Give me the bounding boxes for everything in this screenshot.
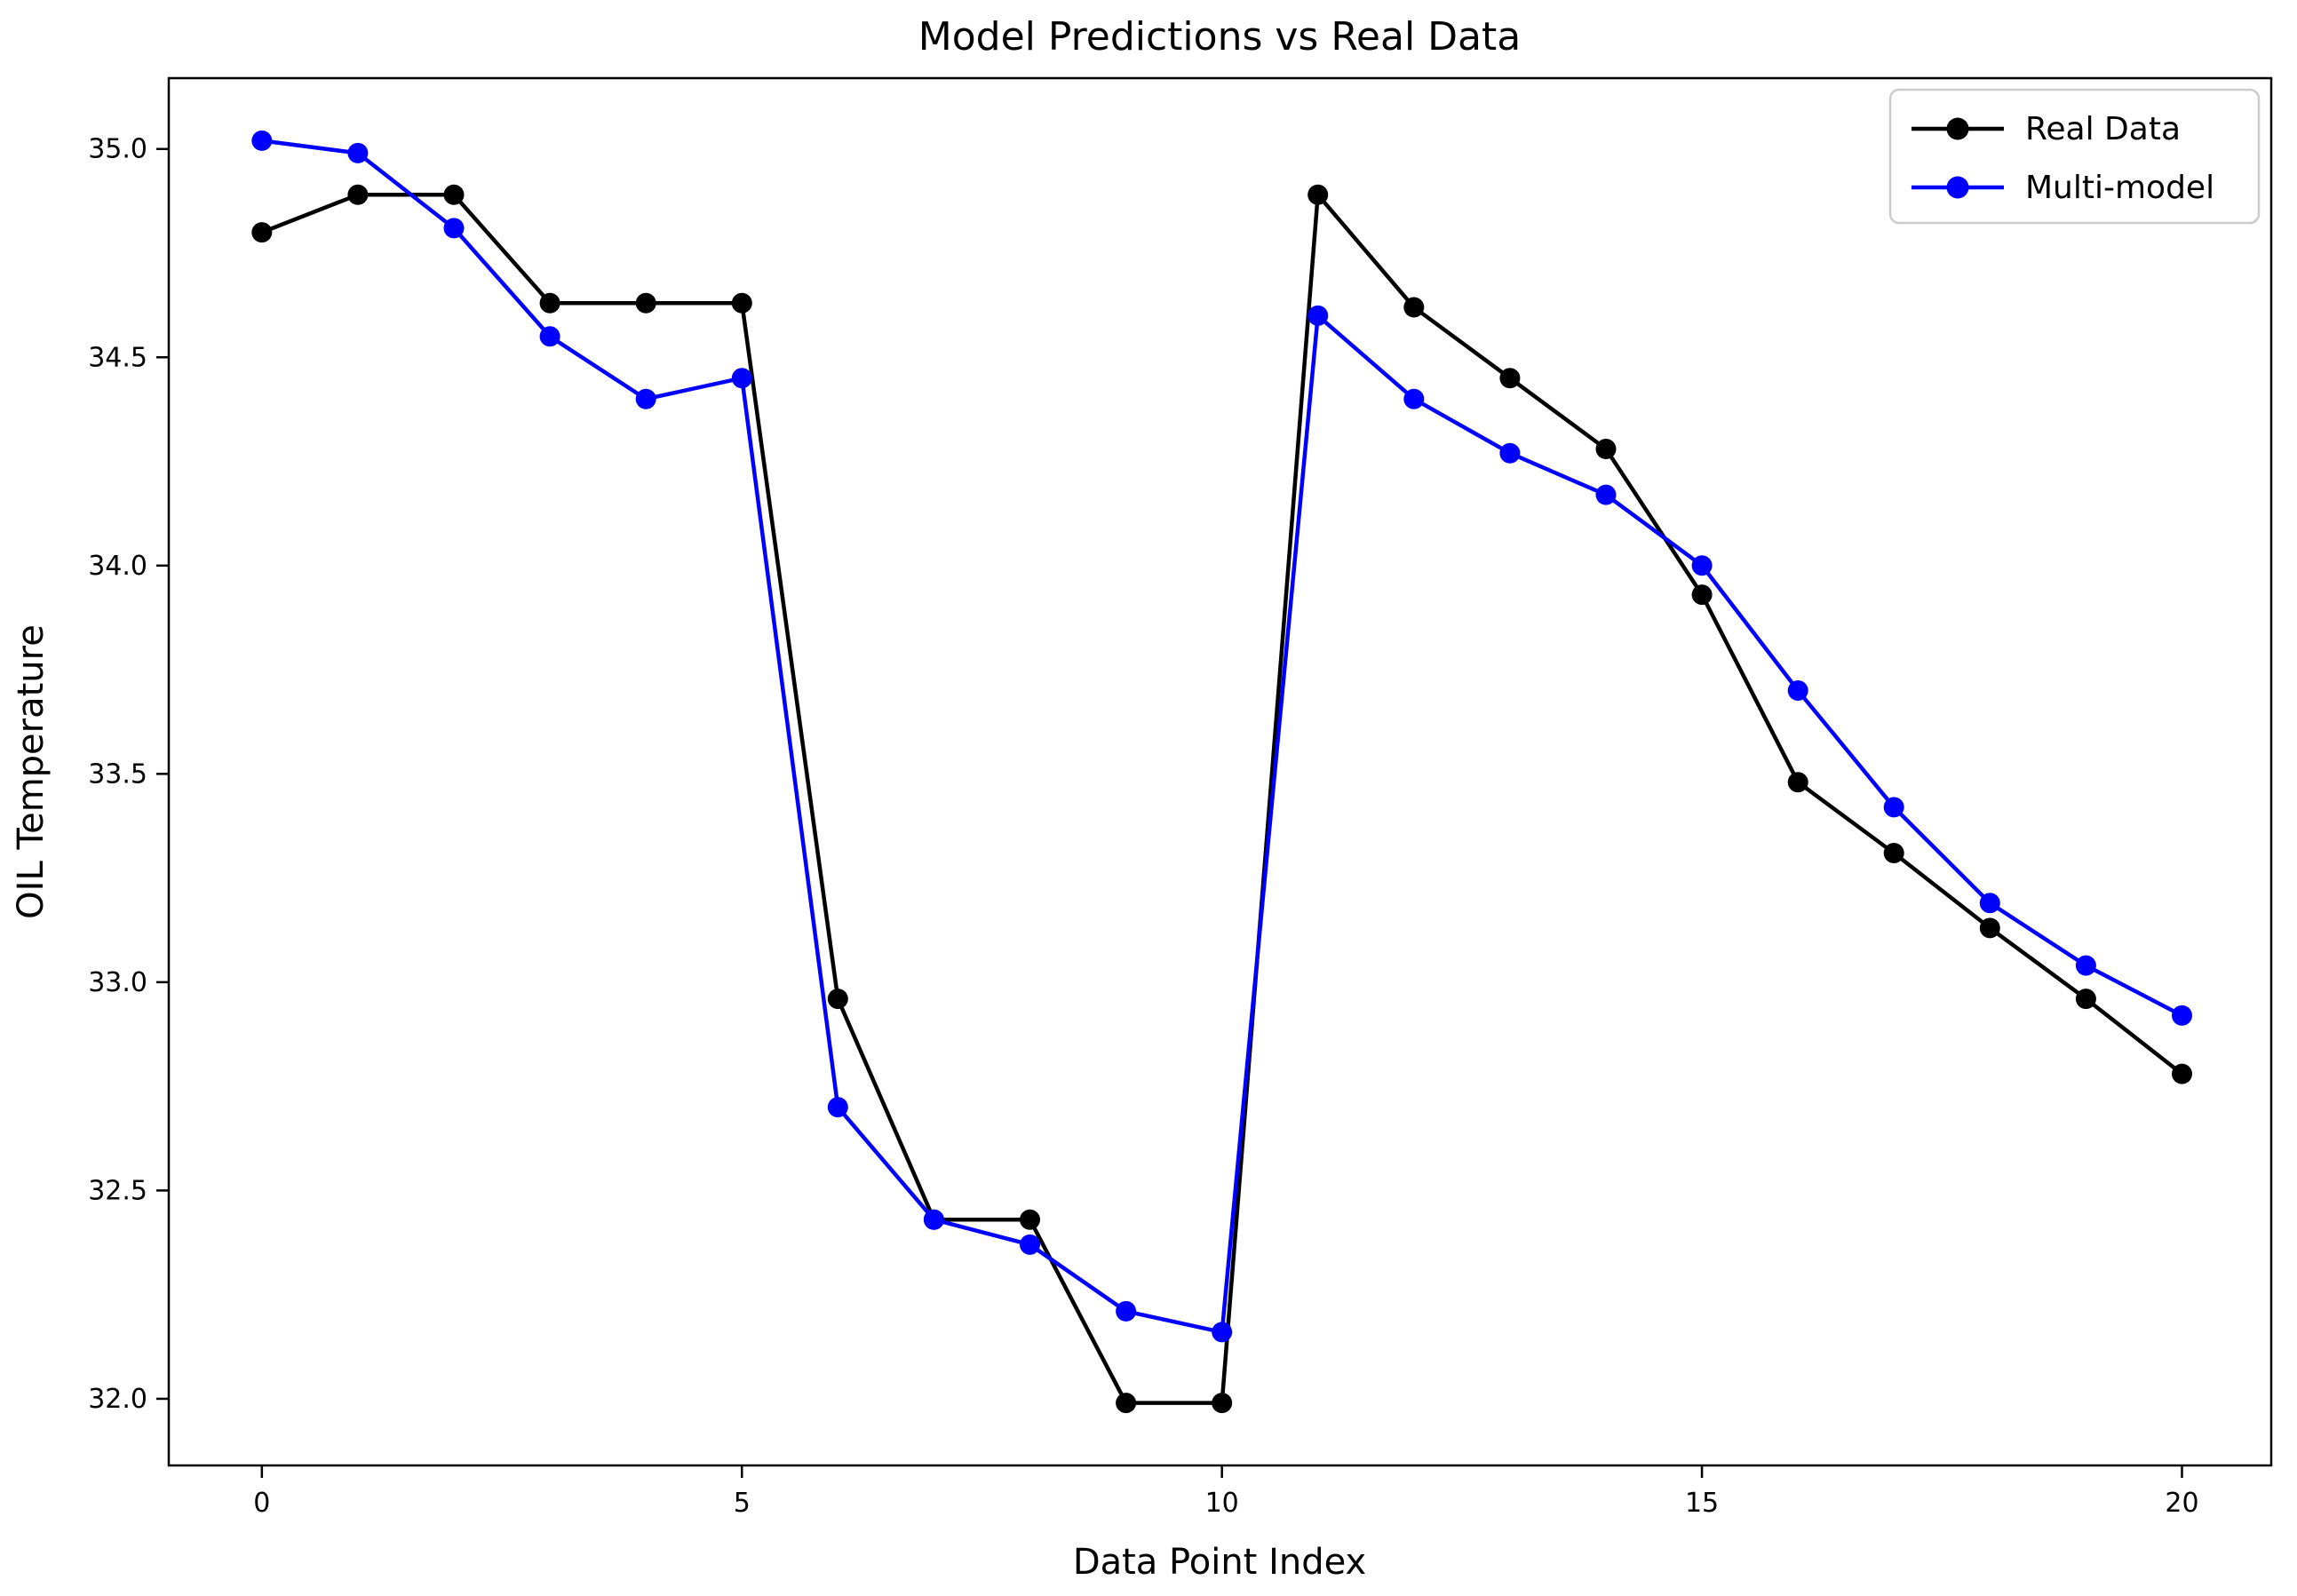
series-point-real-data-6 [827, 989, 848, 1010]
y-tick-label: 34.0 [88, 551, 147, 582]
series-point-multi-model-9 [1116, 1300, 1137, 1322]
x-tick-label: 15 [1685, 1488, 1719, 1519]
series-point-real-data-14 [1595, 439, 1617, 459]
legend-marker-multi-model [1946, 176, 1969, 199]
series-point-multi-model-16 [1787, 680, 1808, 701]
series-point-multi-model-3 [539, 326, 560, 347]
chart-title: Model Predictions vs Real Data [918, 14, 1521, 60]
series-point-real-data-4 [635, 292, 656, 314]
series-layer [251, 130, 2192, 1414]
series-point-real-data-12 [1403, 297, 1425, 318]
series-point-multi-model-2 [443, 218, 465, 239]
series-point-real-data-10 [1212, 1393, 1233, 1414]
series-point-multi-model-11 [1307, 305, 1329, 326]
series-point-multi-model-19 [2075, 955, 2096, 976]
series-point-real-data-2 [443, 184, 465, 205]
plot-border [167, 76, 2273, 1467]
x-axis-label: Data Point Index [1073, 1542, 1366, 1583]
series-point-multi-model-1 [347, 142, 369, 163]
series-point-multi-model-13 [1499, 442, 1521, 464]
series-point-real-data-11 [1307, 184, 1329, 205]
x-tick-label: 20 [2165, 1488, 2198, 1519]
series-point-real-data-3 [539, 292, 560, 314]
x-tick-label: 10 [1205, 1488, 1239, 1519]
y-tick-label: 34.5 [88, 342, 147, 373]
series-point-multi-model-8 [1020, 1234, 1040, 1255]
series-line-multi-model [261, 139, 2183, 1335]
y-axis-label: OIL Temperature [11, 624, 52, 919]
series-point-real-data-19 [2075, 989, 2096, 1010]
series-point-multi-model-6 [827, 1097, 848, 1118]
series-point-real-data-17 [1883, 843, 1904, 863]
series-point-real-data-8 [1020, 1209, 1040, 1230]
series-point-real-data-20 [2172, 1063, 2192, 1084]
series-point-real-data-5 [731, 292, 752, 314]
series-point-multi-model-17 [1883, 797, 1904, 818]
series-point-real-data-15 [1691, 584, 1713, 606]
series-point-real-data-13 [1499, 368, 1521, 389]
legend-entry-real-data: Real Data [1912, 111, 2181, 147]
legend-entry-multi-model: Multi-model [1912, 170, 2214, 206]
series-point-multi-model-7 [923, 1209, 944, 1230]
series-point-real-data-1 [347, 184, 369, 205]
legend: Real Data Multi-model [1888, 88, 2261, 225]
legend-label-multi-model: Multi-model [2025, 170, 2214, 206]
legend-label-real-data: Real Data [2025, 111, 2181, 147]
y-tick-label: 32.0 [88, 1384, 147, 1415]
series-point-real-data-16 [1787, 772, 1808, 793]
x-tick-label: 5 [734, 1488, 751, 1519]
series-point-multi-model-15 [1691, 555, 1713, 576]
series-point-multi-model-14 [1595, 484, 1617, 505]
series-point-real-data-9 [1116, 1393, 1137, 1414]
y-tick-label: 35.0 [88, 134, 147, 165]
series-point-real-data-18 [1979, 917, 2000, 939]
series-point-multi-model-12 [1403, 388, 1425, 409]
series-point-multi-model-20 [2172, 1004, 2192, 1026]
series-point-multi-model-4 [635, 388, 656, 409]
series-point-multi-model-10 [1212, 1322, 1233, 1343]
series-point-multi-model-0 [251, 130, 273, 151]
legend-box [1888, 88, 2261, 225]
x-tick-label: 0 [253, 1488, 270, 1519]
series-point-multi-model-18 [1979, 893, 2000, 914]
series-point-real-data-0 [251, 222, 273, 243]
y-tick-label: 33.0 [88, 967, 147, 998]
series-point-multi-model-5 [731, 368, 752, 389]
legend-marker-real-data [1946, 117, 1969, 140]
y-tick-label: 33.5 [88, 758, 147, 790]
y-tick-label: 32.5 [88, 1175, 147, 1206]
ticks-layer: 0 5 10 15 20 32.0 32.5 33.0 33.5 34.0 34.5 35.0 [88, 134, 2198, 1519]
